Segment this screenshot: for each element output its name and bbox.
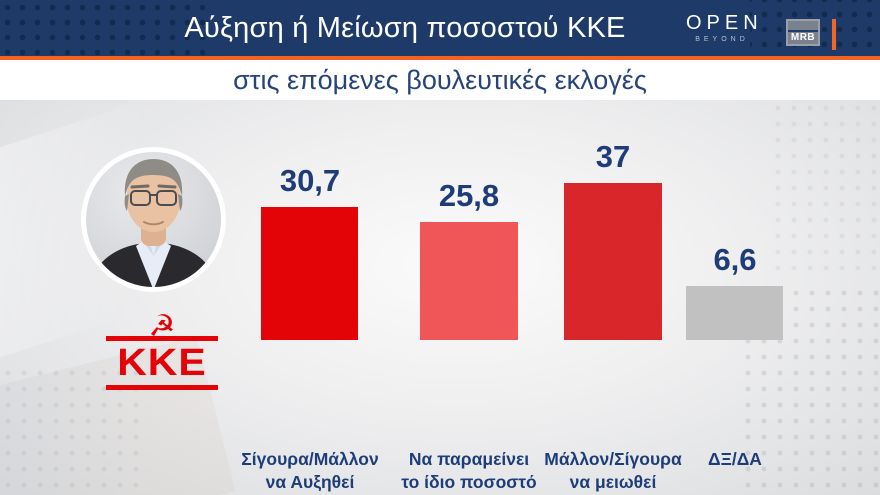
bar-label: Να παραμείνει το ίδιο ποσοστό [377,448,561,494]
kke-logo: ☭ ΚΚΕ [106,312,218,390]
mrb-logo-top-block [788,21,818,30]
bar-decrease [564,183,662,340]
bar-label-line: ΔΞ/ΔΑ [708,449,762,469]
header-dot-pattern-left [0,0,215,56]
bar-value: 30,7 [279,163,341,198]
bar-label: Μάλλον/Σίγουρα να μειωθεί [521,448,705,494]
bar-value: 6,6 [713,242,757,277]
open-tv-logo: OPEN BEYOND [686,13,758,43]
bar-label-line: Σίγουρα/Μάλλον [241,449,379,469]
bar-label-line: Να παραμείνει [408,449,530,469]
bar-label-line: να μειωθεί [569,472,657,492]
subtitle-bar: στις επόμενες βουλευτικές εκλογές [0,60,880,100]
open-beyond-label: BEYOND [695,36,749,43]
dot-pattern-top-right [770,100,880,270]
poll-subtitle: στις επόμενες βουλευτικές εκλογές [233,64,647,95]
bar-dont-know [686,286,783,340]
mrb-logo-text: MRB [788,31,818,44]
bar-label-line: να Αυξηθεί [265,472,355,492]
bar-increase [261,207,358,340]
bar-value: 37 [595,139,631,174]
bar-label: Σίγουρα/Μάλλον να Αυξηθεί [218,448,402,494]
bar-value: 25,8 [438,178,500,213]
open-logo-text: OPEN [686,12,763,34]
party-leader-photo [81,147,226,292]
kke-logo-bottom-rule [106,385,218,390]
orange-divider-line [0,56,880,60]
hammer-and-sickle-icon: ☭ [148,309,176,344]
kke-logo-top-rule [106,336,218,341]
bar-label-line: Μάλλον/Σίγουρα [544,449,682,469]
header-bar: Αύξηση ή Μείωση ποσοστού ΚΚΕ OPEN BEYOND… [0,0,880,56]
bar-label: ΔΞ/ΔΑ [643,448,827,471]
orange-accent-tick [832,19,836,50]
mrb-logo: MRB [786,19,820,46]
chart-area: ☭ ΚΚΕ 30,7 25,8 37 6,6 Σίγουρα/Μάλλον να… [0,75,880,495]
kke-logo-text: ΚΚΕ [117,340,207,384]
bar-stay-same [420,222,518,340]
program-title: Αύξηση ή Μείωση ποσοστού ΚΚΕ [184,11,626,44]
bar-label-line: το ίδιο ποσοστό [401,472,537,492]
